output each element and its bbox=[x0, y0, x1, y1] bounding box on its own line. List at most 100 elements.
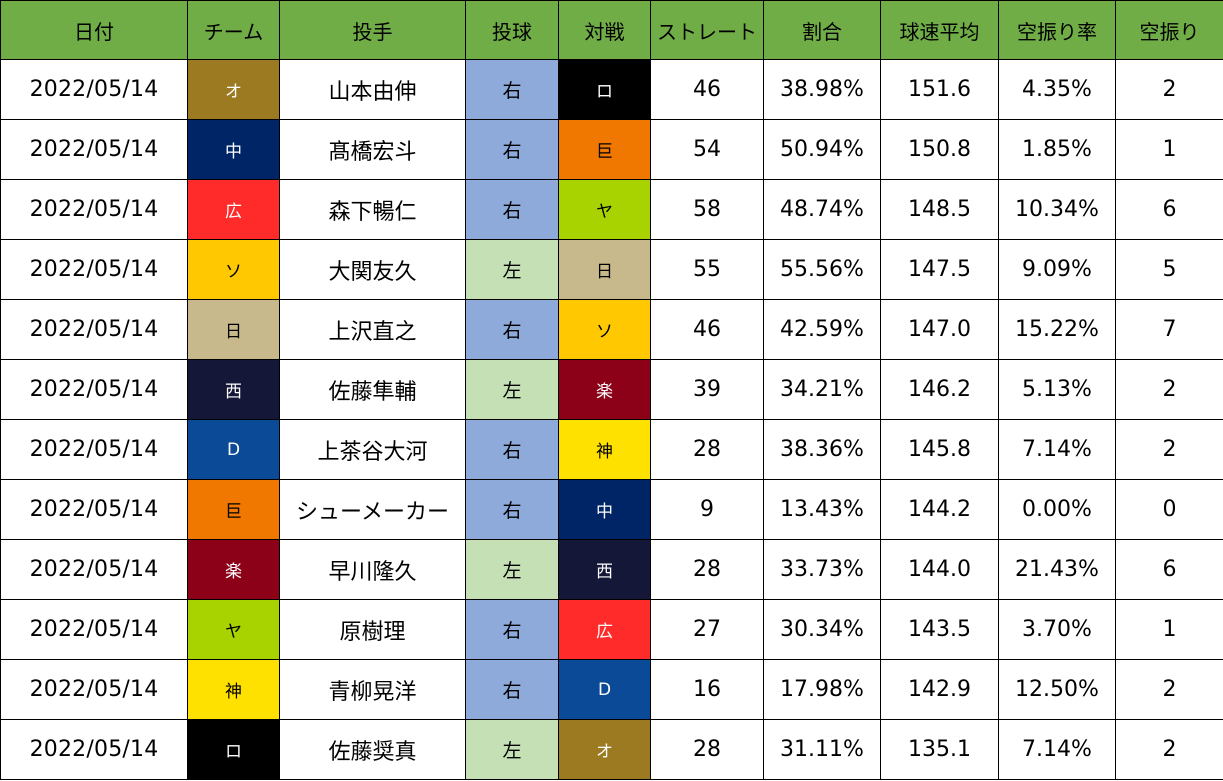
cell-hand[interactable]: 右 bbox=[465, 179, 559, 240]
cell-ratio[interactable]: 42.59% bbox=[763, 299, 881, 360]
cell-whiffs[interactable]: 5 bbox=[1115, 239, 1223, 300]
cell-whiffs[interactable]: 2 bbox=[1115, 659, 1223, 720]
cell-pitcher[interactable]: 青柳晃洋 bbox=[279, 659, 466, 720]
cell-opponent[interactable]: 楽 bbox=[558, 359, 651, 420]
cell-straight[interactable]: 16 bbox=[650, 659, 764, 720]
cell-avg-speed[interactable]: 143.5 bbox=[880, 599, 999, 660]
cell-date[interactable]: 2022/05/14 bbox=[0, 479, 188, 540]
cell-whiff-rate[interactable]: 7.14% bbox=[998, 719, 1116, 780]
header-opponent[interactable]: 対戦 bbox=[558, 0, 651, 60]
cell-opponent[interactable]: 巨 bbox=[558, 119, 651, 180]
cell-whiffs[interactable]: 6 bbox=[1115, 179, 1223, 240]
cell-hand[interactable]: 右 bbox=[465, 59, 559, 120]
cell-hand[interactable]: 右 bbox=[465, 479, 559, 540]
cell-straight[interactable]: 28 bbox=[650, 719, 764, 780]
cell-hand[interactable]: 右 bbox=[465, 599, 559, 660]
cell-whiff-rate[interactable]: 5.13% bbox=[998, 359, 1116, 420]
cell-ratio[interactable]: 31.11% bbox=[763, 719, 881, 780]
header-hand[interactable]: 投球 bbox=[465, 0, 559, 60]
cell-ratio[interactable]: 38.98% bbox=[763, 59, 881, 120]
cell-avg-speed[interactable]: 142.9 bbox=[880, 659, 999, 720]
cell-pitcher[interactable]: 森下暢仁 bbox=[279, 179, 466, 240]
cell-opponent[interactable]: 広 bbox=[558, 599, 651, 660]
cell-opponent[interactable]: 西 bbox=[558, 539, 651, 600]
cell-pitcher[interactable]: 早川隆久 bbox=[279, 539, 466, 600]
header-team[interactable]: チーム bbox=[187, 0, 280, 60]
cell-hand[interactable]: 右 bbox=[465, 419, 559, 480]
header-straight[interactable]: ストレート bbox=[650, 0, 764, 60]
header-whiff-rate[interactable]: 空振り率 bbox=[998, 0, 1116, 60]
cell-ratio[interactable]: 50.94% bbox=[763, 119, 881, 180]
cell-whiff-rate[interactable]: 0.00% bbox=[998, 479, 1116, 540]
cell-avg-speed[interactable]: 148.5 bbox=[880, 179, 999, 240]
cell-opponent[interactable]: ヤ bbox=[558, 179, 651, 240]
cell-ratio[interactable]: 34.21% bbox=[763, 359, 881, 420]
cell-pitcher[interactable]: 大関友久 bbox=[279, 239, 466, 300]
cell-date[interactable]: 2022/05/14 bbox=[0, 359, 188, 420]
cell-whiff-rate[interactable]: 1.85% bbox=[998, 119, 1116, 180]
cell-straight[interactable]: 28 bbox=[650, 419, 764, 480]
cell-avg-speed[interactable]: 151.6 bbox=[880, 59, 999, 120]
cell-ratio[interactable]: 30.34% bbox=[763, 599, 881, 660]
cell-pitcher[interactable]: 佐藤隼輔 bbox=[279, 359, 466, 420]
cell-avg-speed[interactable]: 144.0 bbox=[880, 539, 999, 600]
cell-opponent[interactable]: ロ bbox=[558, 59, 651, 120]
cell-avg-speed[interactable]: 145.8 bbox=[880, 419, 999, 480]
cell-whiffs[interactable]: 2 bbox=[1115, 359, 1223, 420]
cell-opponent[interactable]: 日 bbox=[558, 239, 651, 300]
cell-straight[interactable]: 46 bbox=[650, 299, 764, 360]
cell-hand[interactable]: 右 bbox=[465, 119, 559, 180]
cell-hand[interactable]: 左 bbox=[465, 719, 559, 780]
cell-team[interactable]: ヤ bbox=[187, 599, 280, 660]
cell-pitcher[interactable]: 佐藤奨真 bbox=[279, 719, 466, 780]
cell-straight[interactable]: 39 bbox=[650, 359, 764, 420]
cell-whiff-rate[interactable]: 4.35% bbox=[998, 59, 1116, 120]
cell-straight[interactable]: 54 bbox=[650, 119, 764, 180]
cell-avg-speed[interactable]: 150.8 bbox=[880, 119, 999, 180]
cell-team[interactable]: D bbox=[187, 419, 280, 480]
cell-team[interactable]: ロ bbox=[187, 719, 280, 780]
header-avg-speed[interactable]: 球速平均 bbox=[880, 0, 999, 60]
cell-whiffs[interactable]: 2 bbox=[1115, 419, 1223, 480]
cell-hand[interactable]: 左 bbox=[465, 239, 559, 300]
header-date[interactable]: 日付 bbox=[0, 0, 188, 60]
cell-team[interactable]: オ bbox=[187, 59, 280, 120]
cell-ratio[interactable]: 33.73% bbox=[763, 539, 881, 600]
cell-opponent[interactable]: ソ bbox=[558, 299, 651, 360]
cell-team[interactable]: 日 bbox=[187, 299, 280, 360]
cell-team[interactable]: 巨 bbox=[187, 479, 280, 540]
cell-whiffs[interactable]: 1 bbox=[1115, 119, 1223, 180]
cell-avg-speed[interactable]: 144.2 bbox=[880, 479, 999, 540]
cell-hand[interactable]: 右 bbox=[465, 299, 559, 360]
cell-straight[interactable]: 58 bbox=[650, 179, 764, 240]
cell-pitcher[interactable]: 原樹理 bbox=[279, 599, 466, 660]
cell-whiffs[interactable]: 1 bbox=[1115, 599, 1223, 660]
cell-straight[interactable]: 55 bbox=[650, 239, 764, 300]
cell-team[interactable]: 神 bbox=[187, 659, 280, 720]
cell-date[interactable]: 2022/05/14 bbox=[0, 239, 188, 300]
cell-date[interactable]: 2022/05/14 bbox=[0, 59, 188, 120]
cell-avg-speed[interactable]: 146.2 bbox=[880, 359, 999, 420]
cell-team[interactable]: 楽 bbox=[187, 539, 280, 600]
cell-opponent[interactable]: D bbox=[558, 659, 651, 720]
cell-whiff-rate[interactable]: 3.70% bbox=[998, 599, 1116, 660]
header-ratio[interactable]: 割合 bbox=[763, 0, 881, 60]
cell-team[interactable]: 西 bbox=[187, 359, 280, 420]
cell-avg-speed[interactable]: 147.0 bbox=[880, 299, 999, 360]
cell-whiffs[interactable]: 2 bbox=[1115, 59, 1223, 120]
cell-team[interactable]: 広 bbox=[187, 179, 280, 240]
cell-hand[interactable]: 左 bbox=[465, 539, 559, 600]
cell-ratio[interactable]: 17.98% bbox=[763, 659, 881, 720]
cell-whiffs[interactable]: 0 bbox=[1115, 479, 1223, 540]
cell-whiff-rate[interactable]: 21.43% bbox=[998, 539, 1116, 600]
cell-whiff-rate[interactable]: 12.50% bbox=[998, 659, 1116, 720]
cell-pitcher[interactable]: 上茶谷大河 bbox=[279, 419, 466, 480]
cell-whiff-rate[interactable]: 9.09% bbox=[998, 239, 1116, 300]
cell-ratio[interactable]: 13.43% bbox=[763, 479, 881, 540]
cell-ratio[interactable]: 48.74% bbox=[763, 179, 881, 240]
cell-date[interactable]: 2022/05/14 bbox=[0, 419, 188, 480]
cell-opponent[interactable]: 神 bbox=[558, 419, 651, 480]
cell-ratio[interactable]: 38.36% bbox=[763, 419, 881, 480]
cell-pitcher[interactable]: 山本由伸 bbox=[279, 59, 466, 120]
cell-straight[interactable]: 46 bbox=[650, 59, 764, 120]
